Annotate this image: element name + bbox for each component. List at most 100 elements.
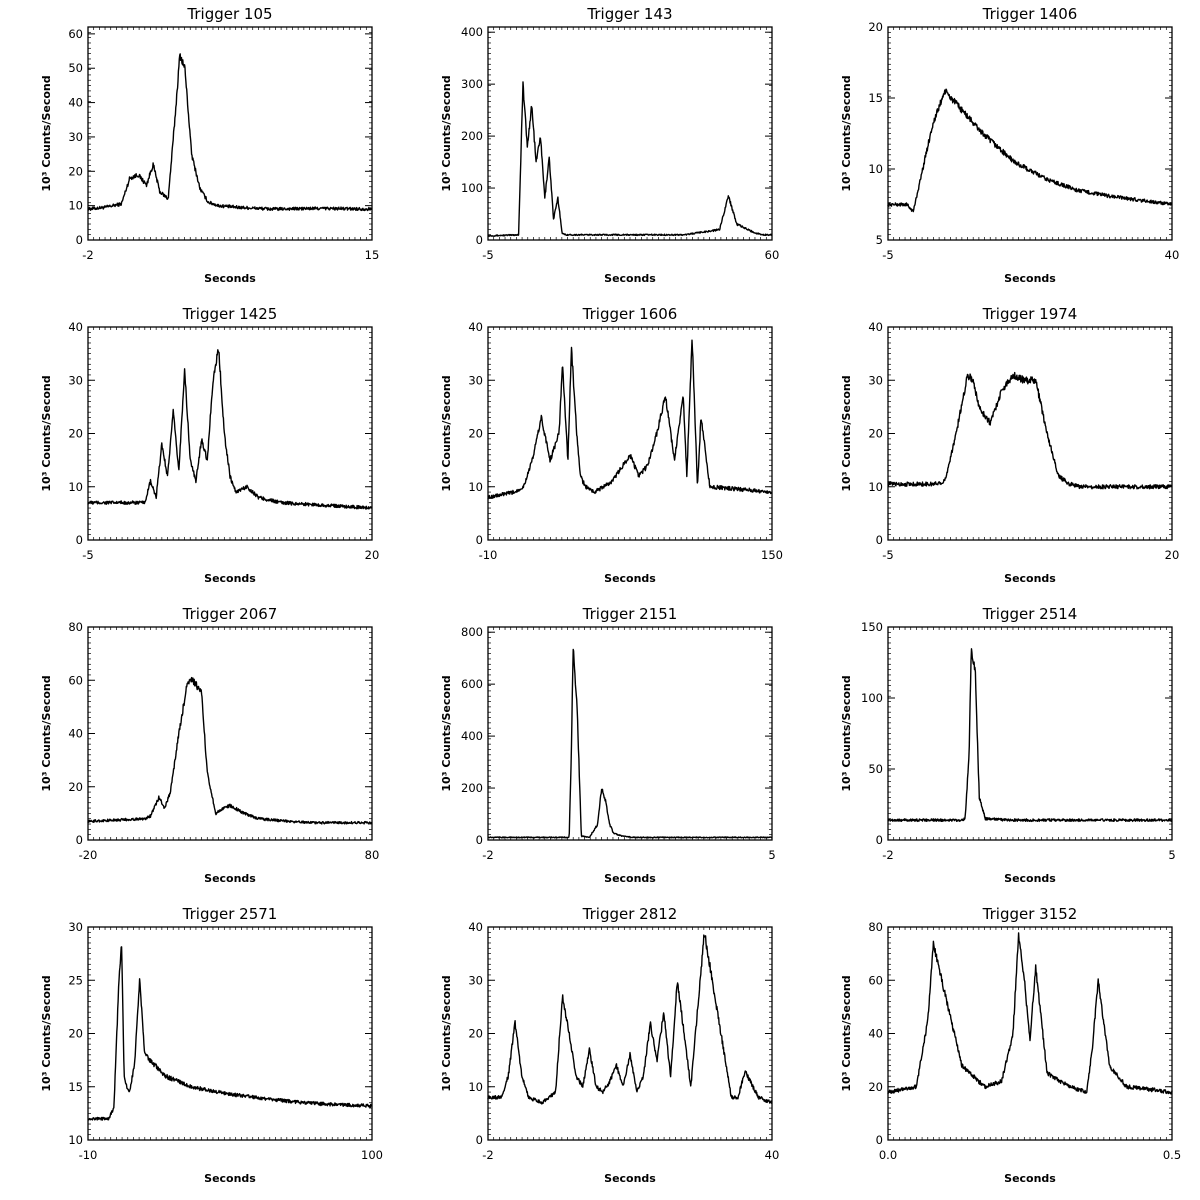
chart-title: Trigger 2514 xyxy=(982,605,1078,623)
y-axis-label: 10³ Counts/Second xyxy=(840,375,853,491)
y-axis-label: 10³ Counts/Second xyxy=(440,375,453,491)
x-tick-label: -5 xyxy=(482,248,493,262)
chart-title: Trigger 2812 xyxy=(582,905,678,923)
y-tick-label: 0 xyxy=(76,533,83,547)
plot-frame xyxy=(487,926,773,1141)
y-tick-label: 25 xyxy=(68,973,83,987)
y-tick-label: 30 xyxy=(68,920,83,934)
chart-title: Trigger 2151 xyxy=(582,605,678,623)
x-tick-label: -2 xyxy=(882,848,893,862)
chart-title: Trigger 1425 xyxy=(182,305,278,323)
lightcurve-series-line xyxy=(487,648,773,839)
chart-svg: Trigger 1425 0 10 20 30 40 -5 20 Seconds 10³ Coun… xyxy=(40,305,380,585)
y-tick-label: 100 xyxy=(861,691,883,705)
plot-frame xyxy=(87,326,373,541)
chart-panel: Trigger 143 0 100 200 300 400 -5 60 Seconds 10³ C… xyxy=(400,0,800,300)
x-axis-label: Seconds xyxy=(1004,572,1056,585)
lightcurve-series-line xyxy=(87,676,373,825)
x-axis-label: Seconds xyxy=(204,572,256,585)
lightcurve-series-line xyxy=(87,53,373,212)
y-tick-label: 600 xyxy=(461,677,483,691)
y-tick-label: 100 xyxy=(461,181,483,195)
y-tick-label: 400 xyxy=(461,25,483,39)
x-tick-label: 0.0 xyxy=(879,1148,897,1162)
x-tick-label: 60 xyxy=(765,248,780,262)
chart-panel: Trigger 1974 0 10 20 30 40 -5 20 Seconds 10³ Coun… xyxy=(800,300,1200,600)
chart-panel: Trigger 1406 5 10 15 20 -5 40 Seconds 10³ Counts… xyxy=(800,0,1200,300)
x-axis-label: Seconds xyxy=(1004,1172,1056,1185)
y-tick-label: 0 xyxy=(876,533,883,547)
y-axis-label: 10³ Counts/Second xyxy=(40,675,53,791)
x-tick-label: -2 xyxy=(482,1148,493,1162)
chart-svg: Trigger 2514 0 50 100 150 -2 5 Seconds 10³ Count… xyxy=(840,605,1176,885)
y-tick-label: 40 xyxy=(68,320,83,334)
y-tick-label: 40 xyxy=(868,1027,883,1041)
y-tick-label: 10 xyxy=(868,162,883,176)
x-tick-label: -10 xyxy=(479,548,498,562)
y-tick-label: 30 xyxy=(868,373,883,387)
chart-title: Trigger 1974 xyxy=(982,305,1078,323)
y-tick-label: 10 xyxy=(868,480,883,494)
chart-svg: Trigger 143 0 100 200 300 400 -5 60 Seconds 10³ C… xyxy=(440,5,780,285)
y-tick-label: 40 xyxy=(68,727,83,741)
lightcurve-series-line xyxy=(487,81,773,238)
x-tick-label: -20 xyxy=(79,848,98,862)
chart-title: Trigger 1406 xyxy=(982,5,1078,23)
y-tick-label: 15 xyxy=(868,91,883,105)
y-tick-label: 20 xyxy=(468,1027,483,1041)
y-tick-label: 40 xyxy=(468,320,483,334)
y-tick-label: 60 xyxy=(68,27,83,41)
chart-panel: Trigger 2571 10 15 20 25 30 -10 100 Seconds 10³ C… xyxy=(0,900,400,1200)
y-tick-label: 10 xyxy=(68,199,83,213)
chart-panel: Trigger 105 0 10 20 30 40 50 60 -2 15 Seconds 10³ C… xyxy=(0,0,400,300)
y-tick-label: 300 xyxy=(461,77,483,91)
x-tick-label: 150 xyxy=(761,548,783,562)
y-axis-label: 10³ Counts/Second xyxy=(40,375,53,491)
x-tick-label: 5 xyxy=(1168,848,1175,862)
y-axis-label: 10³ Counts/Second xyxy=(40,975,53,1091)
lightcurve-series-line xyxy=(887,932,1173,1095)
y-tick-label: 60 xyxy=(868,973,883,987)
x-tick-label: -10 xyxy=(79,1148,98,1162)
y-tick-label: 20 xyxy=(68,427,83,441)
y-tick-label: 50 xyxy=(68,61,83,75)
y-tick-label: 80 xyxy=(868,920,883,934)
y-axis-label: 10³ Counts/Second xyxy=(440,975,453,1091)
chart-svg: Trigger 105 0 10 20 30 40 50 60 -2 15 Seconds 10³ C… xyxy=(40,5,380,285)
y-axis-label: 10³ Counts/Second xyxy=(840,675,853,791)
y-tick-label: 40 xyxy=(68,96,83,110)
y-tick-label: 40 xyxy=(468,920,483,934)
plot-frame xyxy=(887,626,1173,841)
y-tick-label: 30 xyxy=(68,373,83,387)
y-tick-label: 200 xyxy=(461,129,483,143)
y-axis-label: 10³ Counts/Second xyxy=(40,75,53,191)
y-axis-label: 10³ Counts/Second xyxy=(840,75,853,191)
y-tick-label: 20 xyxy=(68,164,83,178)
y-axis-label: 10³ Counts/Second xyxy=(440,75,453,191)
chart-panel: Trigger 1425 0 10 20 30 40 -5 20 Seconds 10³ Coun… xyxy=(0,300,400,600)
x-tick-label: 15 xyxy=(365,248,380,262)
chart-panel: Trigger 3152 0 20 40 60 80 0.0 0.5 Seconds 10³ Co… xyxy=(800,900,1200,1200)
y-tick-label: 200 xyxy=(461,781,483,795)
x-tick-label: -2 xyxy=(82,248,93,262)
y-tick-label: 0 xyxy=(476,1133,483,1147)
y-tick-label: 15 xyxy=(68,1080,83,1094)
chart-panel: Trigger 2812 0 10 20 30 40 -2 40 Seconds 10³ Coun… xyxy=(400,900,800,1200)
x-tick-label: 100 xyxy=(361,1148,383,1162)
y-tick-label: 20 xyxy=(68,780,83,794)
x-tick-label: 20 xyxy=(365,548,380,562)
chart-panel: Trigger 2514 0 50 100 150 -2 5 Seconds 10³ Count… xyxy=(800,600,1200,900)
chart-svg: Trigger 1606 0 10 20 30 40 -10 150 Seconds 10³ Co… xyxy=(440,305,783,585)
lightcurve-series-line xyxy=(887,371,1173,490)
chart-panel: Trigger 2067 0 20 40 60 80 -20 80 Seconds 10³ Cou… xyxy=(0,600,400,900)
y-tick-label: 30 xyxy=(468,973,483,987)
y-tick-label: 10 xyxy=(68,480,83,494)
plot-frame xyxy=(487,26,773,241)
chart-title: Trigger 3152 xyxy=(982,905,1078,923)
plot-frame xyxy=(87,626,373,841)
x-axis-label: Seconds xyxy=(204,872,256,885)
y-tick-label: 0 xyxy=(476,833,483,847)
lightcurve-series-line xyxy=(887,88,1173,213)
y-axis-label: 10³ Counts/Second xyxy=(440,675,453,791)
